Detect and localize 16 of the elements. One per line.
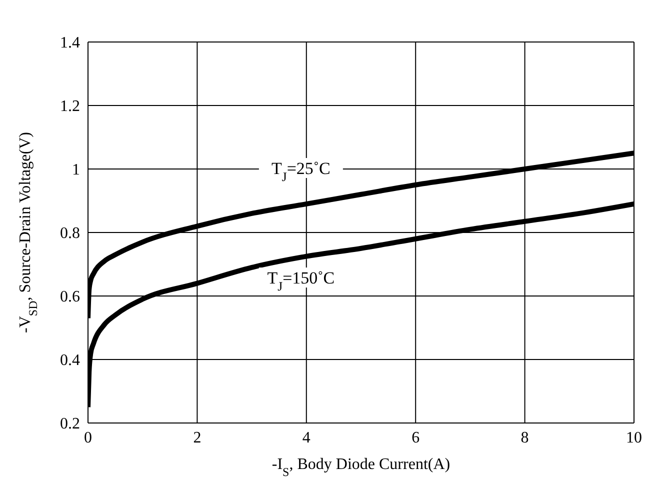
y-tick-label: 0.8 [60,225,80,242]
y-tick-label: 1.2 [60,98,80,116]
y-tick-label: 1 [72,162,80,179]
x-tick-label: 6 [412,429,420,446]
y-tick-label: 0.6 [60,288,80,306]
y-tick-label: 1.4 [60,34,80,52]
series-label: T$_{J}$=150˚C [267,268,335,294]
x-tick-label: 0 [84,429,92,446]
x-tick-label: 2 [193,429,202,446]
y-tick-label: 0.4 [60,352,80,370]
series-label: T$_{J}$=25˚C [271,159,330,184]
x-tick-label: 10 [626,429,642,446]
x-tick-label: 8 [520,429,529,446]
x-tick-label: 4 [302,429,310,446]
y-tick-label: 0.2 [60,416,80,433]
x-axis-title: -I$_{S}$, Body Diode Current(A) [272,456,450,479]
